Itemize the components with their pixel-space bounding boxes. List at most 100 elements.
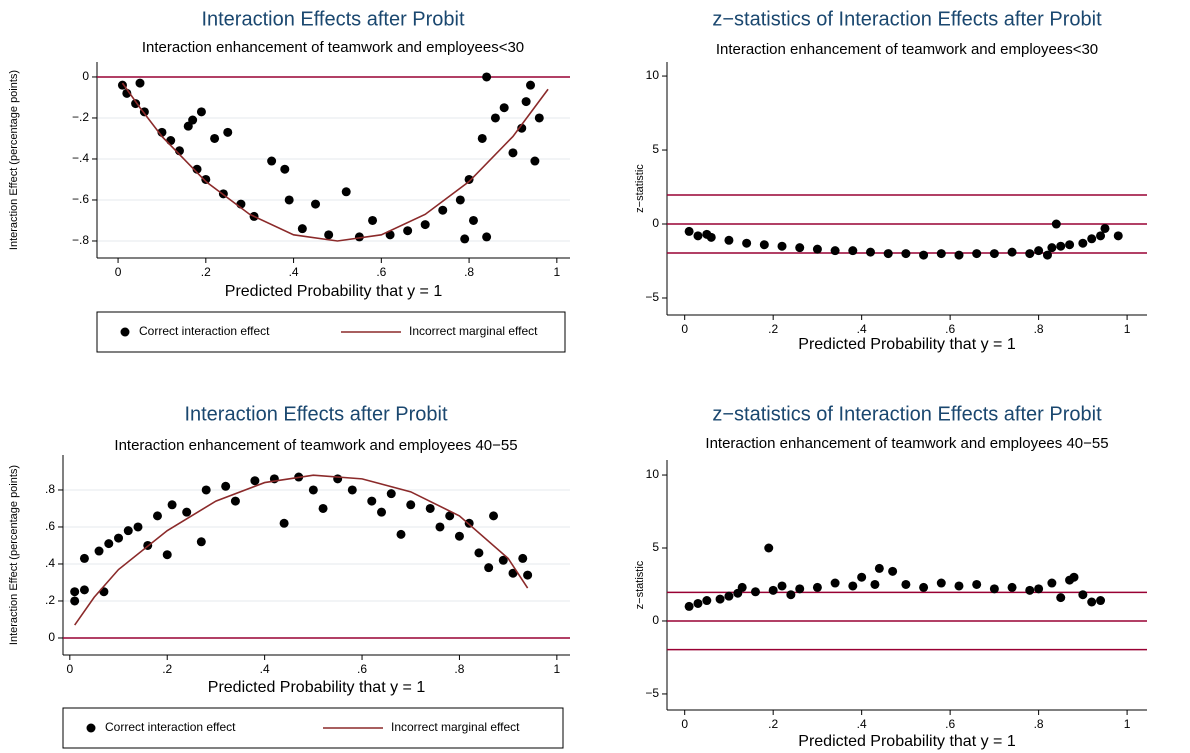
point [406,500,416,510]
x-tick-label: 0 [115,265,122,279]
point [1056,241,1066,251]
point [919,250,929,260]
point [936,578,946,588]
point [267,156,277,166]
point [498,555,508,565]
point [445,511,455,521]
x-tick-label: 1 [1124,717,1131,731]
y-tick-label: −.8 [72,233,89,247]
y-tick-label: .2 [45,593,55,607]
point [386,489,396,499]
point [848,246,858,256]
point [250,476,260,486]
point [1087,234,1097,244]
point [954,581,964,591]
x-tick-label: 0 [681,322,688,336]
legend-label: Incorrect marginal effect [391,720,520,734]
point [1096,596,1106,606]
x-tick-label: .2 [768,717,778,731]
point [518,553,528,563]
point [396,529,406,539]
point [857,572,867,582]
point [135,78,145,88]
chart-subtitle: Interaction enhancement of teamwork and … [114,437,517,454]
point [347,485,357,495]
x-tick-label: .8 [1034,322,1044,336]
point [324,230,334,240]
point [464,174,474,184]
point [1025,585,1035,595]
point [1007,582,1017,592]
x-axis-label: Predicted Probability that y = 1 [208,679,426,696]
point [192,164,202,174]
point [1078,238,1088,248]
x-tick-label: .2 [768,322,778,336]
point [333,474,343,484]
point [484,563,494,573]
point [777,581,787,591]
y-tick-label: .8 [45,482,55,496]
y-tick-label: 0 [82,69,89,83]
point [883,249,893,259]
point [989,584,999,594]
chart-subtitle: Interaction enhancement of teamwork and … [716,41,1098,58]
point [297,224,307,234]
line [121,82,549,242]
point [706,232,716,242]
point [1056,593,1066,603]
point [230,496,240,506]
point [812,244,822,254]
point [724,235,734,245]
point [420,220,430,230]
legend-label: Correct interaction effect [105,720,236,734]
point [742,238,752,248]
point [764,543,774,553]
x-axis-label: Predicted Probability that y = 1 [225,283,443,300]
point [768,585,778,595]
point [167,500,177,510]
chart-title: z−statistics of Interaction Effects afte… [712,8,1102,30]
point [1047,578,1057,588]
point [70,587,80,597]
point [795,584,805,594]
point [223,127,233,137]
point [104,539,114,549]
point [517,123,527,133]
chart-subtitle: Interaction enhancement of teamwork and … [705,435,1108,452]
point [482,72,492,82]
point [795,243,805,253]
y-axis-label: z−statistic [634,164,646,213]
x-tick-label: .8 [454,662,464,676]
point [874,563,884,573]
point [196,107,206,117]
point [521,97,531,107]
x-tick-label: .6 [945,717,955,731]
point [526,80,536,90]
legend-label: Incorrect marginal effect [409,324,538,338]
chart-title: Interaction Effects after Probit [184,403,448,425]
point [79,585,89,595]
y-tick-label: −.2 [72,110,89,124]
point [94,546,104,556]
point [482,232,492,242]
y-tick-label: 0 [652,613,659,627]
point [848,581,858,591]
point [684,226,694,236]
line [74,474,529,626]
point [954,250,964,260]
x-tick-label: 0 [66,662,73,676]
x-axis-label: Predicted Probability that y = 1 [798,336,1016,353]
point [972,249,982,259]
point [490,113,500,123]
point [280,164,290,174]
point [188,115,198,125]
chart-title: Interaction Effects after Probit [201,8,465,30]
point [1025,249,1035,259]
point [1034,584,1044,594]
point [901,249,911,259]
y-tick-label: 5 [652,142,659,156]
point [702,596,712,606]
point [152,511,162,521]
legend-marker [86,723,96,733]
x-tick-label: .4 [857,322,867,336]
